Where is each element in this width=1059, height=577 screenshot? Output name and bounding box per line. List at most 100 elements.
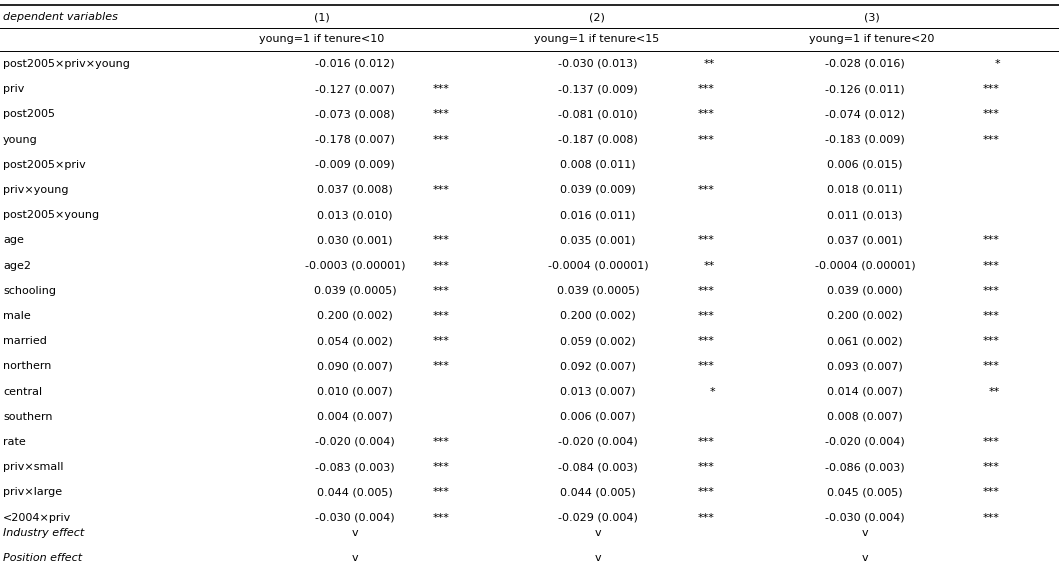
Text: ***: *** (433, 336, 450, 346)
Text: (1): (1) (315, 12, 329, 22)
Text: priv: priv (3, 84, 24, 94)
Text: 0.008 (0.007): 0.008 (0.007) (827, 412, 903, 422)
Text: -0.009 (0.009): -0.009 (0.009) (316, 160, 395, 170)
Text: *: * (994, 59, 1000, 69)
Text: 0.092 (0.007): 0.092 (0.007) (560, 361, 636, 372)
Text: -0.029 (0.004): -0.029 (0.004) (558, 512, 638, 523)
Text: ***: *** (698, 462, 715, 472)
Text: ***: *** (698, 361, 715, 372)
Text: ***: *** (433, 437, 450, 447)
Text: 0.054 (0.002): 0.054 (0.002) (317, 336, 393, 346)
Text: ***: *** (983, 134, 1000, 145)
Text: 0.008 (0.011): 0.008 (0.011) (560, 160, 635, 170)
Text: 0.200 (0.002): 0.200 (0.002) (560, 311, 635, 321)
Text: 0.059 (0.002): 0.059 (0.002) (560, 336, 635, 346)
Text: ***: *** (983, 311, 1000, 321)
Text: 0.093 (0.007): 0.093 (0.007) (827, 361, 903, 372)
Text: age2: age2 (3, 261, 31, 271)
Text: ***: *** (983, 488, 1000, 497)
Text: ***: *** (983, 361, 1000, 372)
Text: -0.020 (0.004): -0.020 (0.004) (825, 437, 904, 447)
Text: <2004×priv: <2004×priv (3, 512, 71, 523)
Text: ***: *** (698, 185, 715, 195)
Text: 0.200 (0.002): 0.200 (0.002) (317, 311, 393, 321)
Text: v: v (352, 528, 358, 538)
Text: post2005×priv: post2005×priv (3, 160, 86, 170)
Text: young=1 if tenure<15: young=1 if tenure<15 (535, 34, 660, 44)
Text: post2005×priv×young: post2005×priv×young (3, 59, 130, 69)
Text: 0.200 (0.002): 0.200 (0.002) (827, 311, 903, 321)
Text: -0.028 (0.016): -0.028 (0.016) (825, 59, 904, 69)
Text: ***: *** (698, 512, 715, 523)
Text: -0.016 (0.012): -0.016 (0.012) (316, 59, 395, 69)
Text: 0.035 (0.001): 0.035 (0.001) (560, 235, 635, 245)
Text: -0.183 (0.009): -0.183 (0.009) (825, 134, 904, 145)
Text: priv×small: priv×small (3, 462, 64, 472)
Text: ***: *** (983, 437, 1000, 447)
Text: (2): (2) (589, 12, 605, 22)
Text: young=1 if tenure<20: young=1 if tenure<20 (809, 34, 935, 44)
Text: post2005: post2005 (3, 110, 55, 119)
Text: 0.037 (0.008): 0.037 (0.008) (317, 185, 393, 195)
Text: central: central (3, 387, 42, 396)
Text: ***: *** (698, 437, 715, 447)
Text: ***: *** (433, 462, 450, 472)
Text: 0.039 (0.009): 0.039 (0.009) (560, 185, 635, 195)
Text: -0.0004 (0.00001): -0.0004 (0.00001) (814, 261, 915, 271)
Text: ***: *** (698, 134, 715, 145)
Text: 0.039 (0.0005): 0.039 (0.0005) (557, 286, 640, 296)
Text: ***: *** (698, 110, 715, 119)
Text: -0.178 (0.007): -0.178 (0.007) (316, 134, 395, 145)
Text: 0.006 (0.007): 0.006 (0.007) (560, 412, 635, 422)
Text: ***: *** (983, 235, 1000, 245)
Text: age: age (3, 235, 24, 245)
Text: ***: *** (433, 185, 450, 195)
Text: -0.126 (0.011): -0.126 (0.011) (825, 84, 904, 94)
Text: -0.0003 (0.00001): -0.0003 (0.00001) (305, 261, 406, 271)
Text: post2005×young: post2005×young (3, 210, 100, 220)
Text: 0.037 (0.001): 0.037 (0.001) (827, 235, 903, 245)
Text: -0.020 (0.004): -0.020 (0.004) (316, 437, 395, 447)
Text: 0.010 (0.007): 0.010 (0.007) (318, 387, 393, 396)
Text: young=1 if tenure<10: young=1 if tenure<10 (259, 34, 384, 44)
Text: ***: *** (698, 84, 715, 94)
Text: -0.127 (0.007): -0.127 (0.007) (316, 84, 395, 94)
Text: priv×young: priv×young (3, 185, 69, 195)
Text: -0.081 (0.010): -0.081 (0.010) (558, 110, 638, 119)
Text: 0.030 (0.001): 0.030 (0.001) (318, 235, 393, 245)
Text: (3): (3) (864, 12, 880, 22)
Text: ***: *** (983, 110, 1000, 119)
Text: ***: *** (698, 235, 715, 245)
Text: Position effect: Position effect (3, 553, 83, 563)
Text: ***: *** (698, 286, 715, 296)
Text: -0.020 (0.004): -0.020 (0.004) (558, 437, 638, 447)
Text: -0.030 (0.004): -0.030 (0.004) (825, 512, 904, 523)
Text: v: v (862, 528, 868, 538)
Text: 0.016 (0.011): 0.016 (0.011) (560, 210, 635, 220)
Text: ***: *** (433, 286, 450, 296)
Text: ***: *** (433, 488, 450, 497)
Text: 0.014 (0.007): 0.014 (0.007) (827, 387, 903, 396)
Text: -0.074 (0.012): -0.074 (0.012) (825, 110, 905, 119)
Text: **: ** (989, 387, 1000, 396)
Text: ***: *** (433, 110, 450, 119)
Text: v: v (595, 553, 602, 563)
Text: ***: *** (433, 235, 450, 245)
Text: ***: *** (983, 512, 1000, 523)
Text: 0.013 (0.010): 0.013 (0.010) (318, 210, 393, 220)
Text: ***: *** (433, 361, 450, 372)
Text: 0.044 (0.005): 0.044 (0.005) (560, 488, 635, 497)
Text: -0.030 (0.004): -0.030 (0.004) (316, 512, 395, 523)
Text: married: married (3, 336, 47, 346)
Text: 0.011 (0.013): 0.011 (0.013) (827, 210, 902, 220)
Text: northern: northern (3, 361, 52, 372)
Text: ***: *** (433, 261, 450, 271)
Text: 0.090 (0.007): 0.090 (0.007) (317, 361, 393, 372)
Text: male: male (3, 311, 31, 321)
Text: southern: southern (3, 412, 53, 422)
Text: ***: *** (433, 311, 450, 321)
Text: -0.086 (0.003): -0.086 (0.003) (825, 462, 904, 472)
Text: v: v (862, 553, 868, 563)
Text: -0.083 (0.003): -0.083 (0.003) (316, 462, 395, 472)
Text: ***: *** (698, 488, 715, 497)
